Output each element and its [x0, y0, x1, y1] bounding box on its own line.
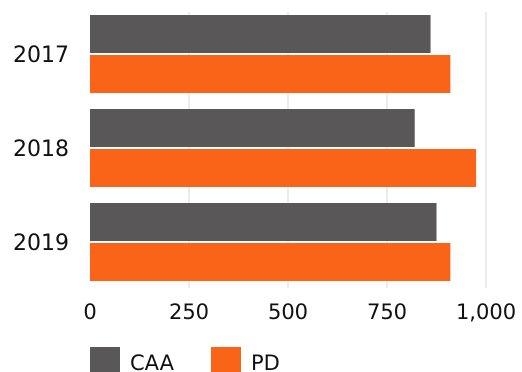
bar-pd-2019 [90, 243, 451, 281]
x-tick-label-0: 0 [83, 300, 96, 324]
legend-label-caa: CAA [130, 351, 175, 372]
bar-pd-2018 [90, 149, 477, 187]
legend: CAA PD [90, 347, 280, 372]
category-labels: 2017 2018 2019 [13, 43, 69, 256]
category-label-2017: 2017 [13, 43, 69, 68]
x-tick-label-4: 1,000 [456, 300, 516, 324]
category-label-2019: 2019 [13, 231, 69, 256]
legend-swatch-pd [211, 347, 241, 372]
legend-swatch-caa [90, 347, 120, 372]
x-tick-label-3: 750 [367, 300, 407, 324]
x-tick-label-1: 250 [169, 300, 209, 324]
legend-label-pd: PD [251, 351, 280, 372]
bar-caa-2018 [90, 109, 415, 147]
bar-caa-2017 [90, 15, 431, 53]
bar-pd-2017 [90, 55, 451, 93]
x-tick-label-2: 500 [268, 300, 308, 324]
bars [90, 15, 477, 281]
x-axis-tick-labels: 0 250 500 750 1,000 [83, 300, 516, 324]
bar-caa-2019 [90, 203, 437, 241]
category-label-2018: 2018 [13, 137, 69, 162]
